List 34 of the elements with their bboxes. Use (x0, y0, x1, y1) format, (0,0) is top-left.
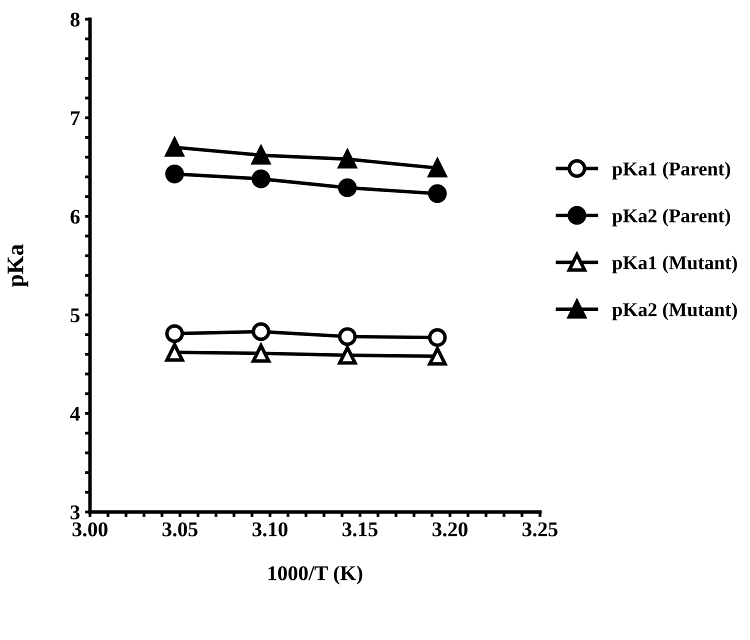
x-tick-label: 3.10 (252, 522, 288, 536)
point (338, 150, 357, 169)
y-axis-title: pKa (8, 244, 28, 287)
legend-label: pKa2 (Mutant) (612, 302, 737, 320)
point (165, 342, 184, 362)
y-tick-label: 6 (70, 210, 80, 224)
legend-label: pKa1 (Parent) (612, 162, 730, 180)
x-tick-label: 3.20 (432, 522, 468, 536)
x-tick-label: 3.25 (522, 522, 558, 536)
point (428, 346, 447, 366)
point (428, 184, 447, 204)
x-tick-label: 3.05 (162, 522, 198, 536)
point (252, 344, 270, 363)
x-tick-label: 3.00 (72, 522, 108, 536)
point (428, 158, 447, 178)
legend-label: pKa1 (Mutant) (612, 256, 737, 274)
legend-label: pKa2 (Parent) (612, 208, 730, 226)
point (165, 138, 184, 157)
point (252, 146, 270, 165)
x-axis-title: 1000/T (K) (268, 566, 362, 585)
y-tick-label: 7 (71, 111, 80, 125)
point (252, 322, 270, 342)
point (165, 164, 184, 184)
y-tick-label: 5 (70, 308, 80, 322)
point (252, 169, 270, 188)
point (338, 178, 357, 198)
y-tick-label: 8 (70, 12, 80, 27)
point (165, 324, 184, 343)
point (428, 328, 447, 347)
point (338, 346, 357, 365)
point (338, 327, 357, 346)
y-tick-label: 3 (70, 505, 80, 520)
y-tick-label: 4 (70, 406, 80, 421)
x-tick-label: 3.15 (342, 522, 378, 536)
